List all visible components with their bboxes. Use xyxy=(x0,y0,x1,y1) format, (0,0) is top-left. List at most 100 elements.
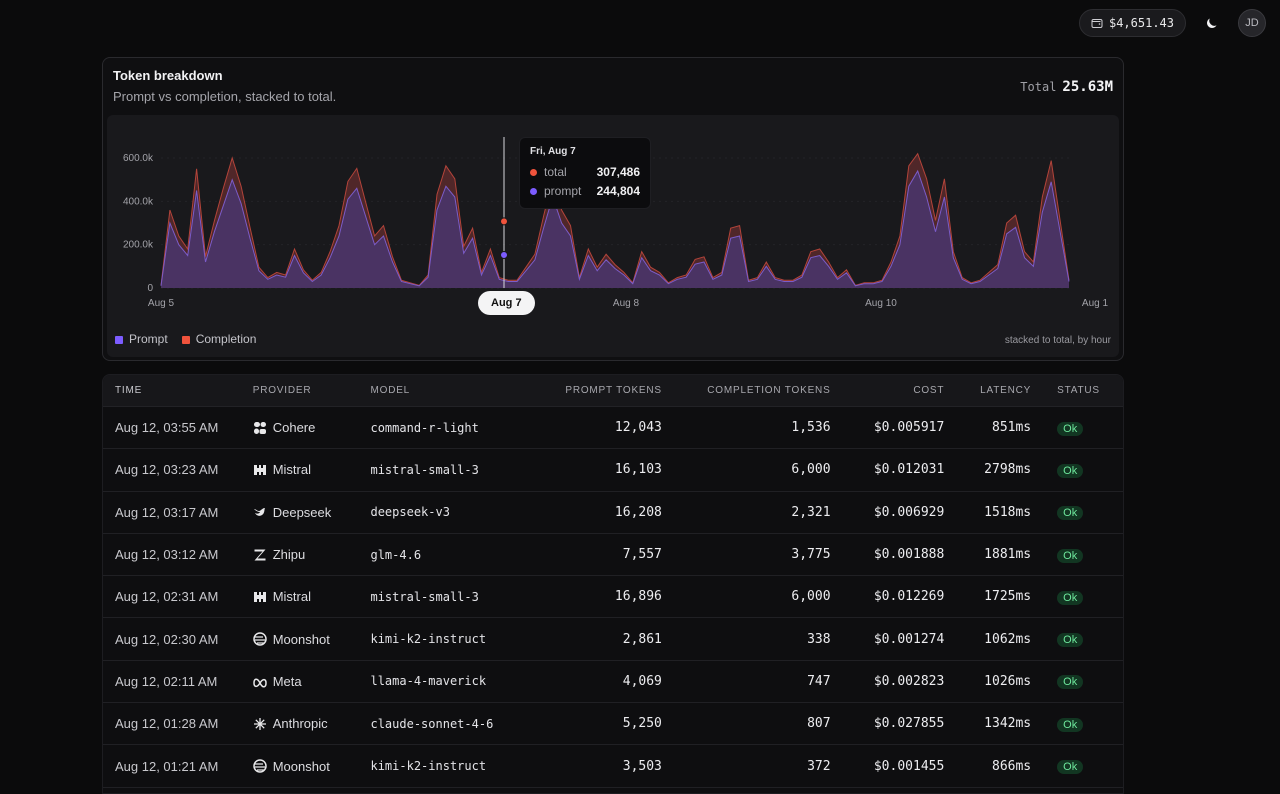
status-badge: Ok xyxy=(1057,717,1084,732)
area-chart: 600.0k 400.0k 200.0k 0 Aug 5 Aug 8 Aug 10 Aug 1 xyxy=(123,137,1109,309)
cell-latency: 1342ms xyxy=(984,716,1032,732)
cell-latency: 866ms xyxy=(992,758,1032,774)
completion-swatch-icon xyxy=(181,335,190,344)
status-badge: Ok xyxy=(1057,760,1084,775)
wallet-icon xyxy=(1091,19,1103,28)
cell-prompt-tokens: 16,103 xyxy=(614,462,662,478)
provider-name: Zhipu xyxy=(272,547,306,563)
tooltip-row-prompt: prompt 244,804 xyxy=(530,184,640,198)
table-row[interactable]: Aug 12, 01:28 AM Anthropic claude-sonnet-4… xyxy=(103,703,1123,746)
cell-prompt-tokens: 16,208 xyxy=(614,504,662,520)
cell-model: mistral-small-3 xyxy=(370,589,479,604)
series-line-prompt xyxy=(160,169,1070,287)
x-tick-label: Aug 10 xyxy=(865,298,897,309)
tooltip-row-total: total 307,486 xyxy=(530,165,640,179)
cell-prompt-tokens: 7,557 xyxy=(622,547,662,563)
cell-completion-tokens: 2,321 xyxy=(791,504,831,520)
tooltip-prompt-label: prompt xyxy=(544,184,582,198)
balance-value: $4,651.43 xyxy=(1108,16,1174,30)
cell-cost: $0.001455 xyxy=(873,758,945,774)
prompt-dot-icon xyxy=(530,187,537,195)
avatar[interactable]: JD xyxy=(1238,9,1266,37)
tooltip-date: Fri, Aug 7 xyxy=(530,146,576,157)
cell-cost: $0.001888 xyxy=(873,547,945,563)
cell-status: Ok xyxy=(1031,631,1123,648)
cell-latency: 2798ms xyxy=(984,462,1032,478)
cell-latency: 1062ms xyxy=(984,631,1032,647)
chart-tooltip: Fri, Aug 7 total 307,486 prompt 244,804 xyxy=(519,137,651,209)
status-badge: Ok xyxy=(1057,590,1084,605)
table-body: Aug 12, 03:55 AM Cohere command-r-light 12,… xyxy=(103,407,1123,788)
table-row[interactable]: Aug 12, 01:21 AM Moonshot kimi-k2-instruct… xyxy=(103,745,1123,788)
cell-model: llama-4-maverick xyxy=(370,674,487,689)
y-tick-label: 0 xyxy=(147,283,153,294)
header-provider[interactable]: Provider xyxy=(252,385,312,396)
status-badge: Ok xyxy=(1057,506,1084,521)
header-time[interactable]: Time xyxy=(115,385,143,396)
cell-status: Ok xyxy=(1031,716,1123,732)
hover-marker-prompt xyxy=(500,250,508,259)
cell-completion-tokens: 6,000 xyxy=(791,462,831,478)
header-completion-tokens[interactable]: Completion Tokens xyxy=(707,385,831,396)
cell-prompt-tokens: 12,043 xyxy=(614,420,662,436)
total-label: Total xyxy=(1020,80,1057,94)
cell-status: Ok xyxy=(1031,673,1123,690)
cell-provider: Zhipu xyxy=(253,547,371,562)
mistral-icon xyxy=(253,463,267,477)
header-latency[interactable]: Latency xyxy=(980,385,1032,396)
cell-status: Ok xyxy=(1031,589,1123,605)
legend-item-prompt[interactable]: Prompt xyxy=(115,332,168,346)
tooltip-total-label: total xyxy=(544,165,567,179)
moon-icon xyxy=(1207,18,1217,28)
cell-status: Ok xyxy=(1031,504,1123,521)
chart-plot-area[interactable]: 600.0k 400.0k 200.0k 0 Aug 5 Aug 8 Aug 10 Aug 1… xyxy=(107,115,1119,357)
provider-name: Moonshot xyxy=(272,631,330,647)
cell-provider: Anthropic xyxy=(253,716,371,731)
header-cost[interactable]: Cost xyxy=(913,385,945,396)
cell-model: command-r-light xyxy=(370,420,479,435)
legend-item-completion[interactable]: Completion xyxy=(181,332,256,346)
y-tick-label: 400.0k xyxy=(123,196,154,207)
cell-latency: 1518ms xyxy=(984,504,1032,520)
cell-provider: Mistral xyxy=(253,462,371,477)
cell-status: Ok xyxy=(1031,758,1123,775)
table-row[interactable]: Aug 12, 03:23 AM Mistral mistral-small-3 16… xyxy=(103,449,1123,492)
theme-toggle-button[interactable] xyxy=(1198,9,1226,37)
cell-completion-tokens: 3,775 xyxy=(791,547,831,563)
requests-table: Time Provider Model Prompt Tokens Comple… xyxy=(102,374,1124,794)
table-header: Time Provider Model Prompt Tokens Comple… xyxy=(103,375,1123,407)
cell-latency: 1725ms xyxy=(984,589,1032,605)
table-row[interactable]: Aug 12, 02:31 AM Mistral mistral-small-3 16… xyxy=(103,576,1123,619)
cell-model: glm-4.6 xyxy=(370,547,422,562)
table-row[interactable]: Aug 12, 03:12 AM Zhipu glm-4.6 7,557 3,775 $0… xyxy=(103,534,1123,577)
table-row[interactable]: Aug 12, 02:11 AM Meta llama-4-maverick 4,06… xyxy=(103,661,1123,704)
cell-completion-tokens: 338 xyxy=(807,631,831,647)
cell-prompt-tokens: 4,069 xyxy=(622,673,662,689)
header-status[interactable]: Status xyxy=(1057,385,1100,396)
table-row[interactable]: Aug 12, 03:55 AM Cohere command-r-light 12,… xyxy=(103,407,1123,450)
cell-time: Aug 12, 03:55 AM xyxy=(115,420,219,436)
x-tick-label: Aug 8 xyxy=(613,298,640,309)
table-row[interactable]: Aug 12, 03:17 AM Deepseek deepseek-v3 16,20… xyxy=(103,492,1123,534)
cell-prompt-tokens: 3,503 xyxy=(622,758,662,774)
tooltip-total-value: 307,486 xyxy=(596,165,640,179)
tooltip-prompt-value: 244,804 xyxy=(596,184,640,198)
provider-name: Meta xyxy=(272,673,302,689)
cell-cost: $0.005917 xyxy=(873,420,945,436)
cell-provider: Cohere xyxy=(253,420,371,435)
y-tick-label: 200.0k xyxy=(123,240,154,251)
cell-provider: Moonshot xyxy=(252,631,371,647)
header-model[interactable]: Model xyxy=(370,385,411,396)
total-summary: Total 25.63M xyxy=(1020,79,1113,95)
table-row[interactable]: Aug 12, 02:30 AM Moonshot kimi-k2-instruct… xyxy=(103,618,1123,661)
balance-button[interactable]: $4,651.43 xyxy=(1078,9,1186,37)
cell-latency: 1881ms xyxy=(984,547,1032,563)
cell-model: deepseek-v3 xyxy=(370,505,450,520)
moonshot-icon xyxy=(252,759,267,773)
provider-name: Mistral xyxy=(272,462,311,478)
cell-time: Aug 12, 03:23 AM xyxy=(115,462,219,478)
cell-time: Aug 12, 02:11 AM xyxy=(115,673,218,689)
prompt-swatch-icon xyxy=(115,335,123,344)
header-prompt-tokens[interactable]: Prompt Tokens xyxy=(565,385,662,396)
total-dot-icon xyxy=(530,168,537,176)
